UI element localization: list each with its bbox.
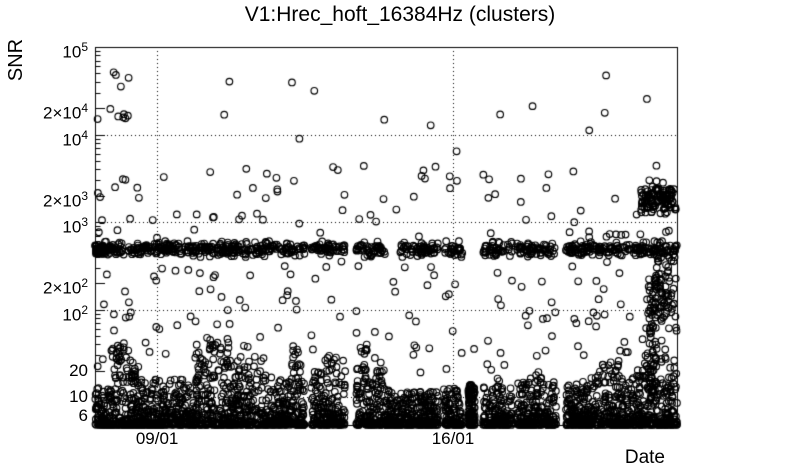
x-tick-label-0: 09/01 <box>135 429 179 448</box>
y-tick-label-8: 10 <box>69 387 88 407</box>
y-tick-label-0: 105 <box>62 40 88 62</box>
y-tick-label-7: 20 <box>69 360 88 380</box>
plot-title: V1:Hrec_hoft_16384Hz (clusters) <box>244 3 556 26</box>
y-tick-label-1: 2×104 <box>43 101 88 123</box>
x-axis-title: Date <box>624 447 665 468</box>
x-tick-label-1: 16/01 <box>431 429 475 448</box>
y-tick-label-6: 102 <box>62 302 88 325</box>
y-axis-title: SNR <box>5 38 27 82</box>
y-tick-label-5: 2×102 <box>43 276 88 298</box>
y-tick-label-3: 2×103 <box>43 188 88 211</box>
y-tick-label-9: 6 <box>78 406 88 426</box>
y-tick-label-2: 104 <box>62 127 88 150</box>
y-tick-label-4: 103 <box>62 215 88 237</box>
